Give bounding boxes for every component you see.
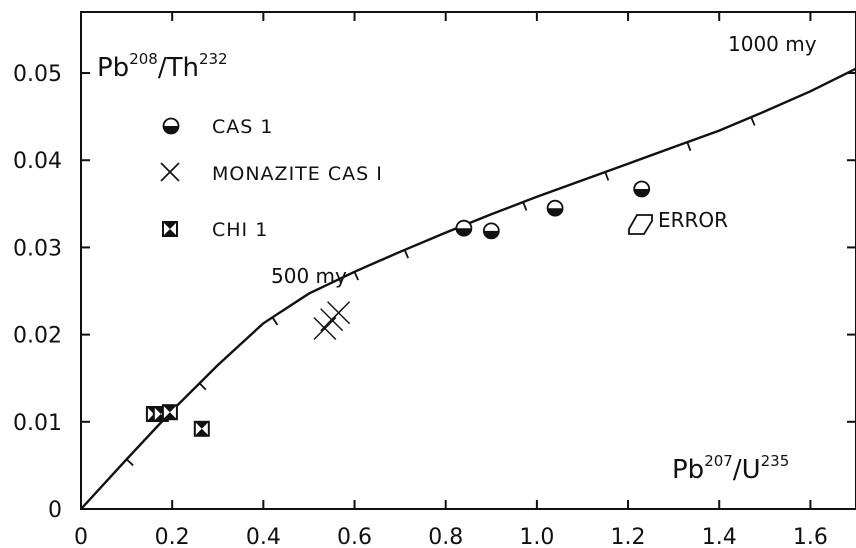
y-tick-label: 0.03 xyxy=(13,236,62,261)
x-tick-label: 1.0 xyxy=(519,525,554,548)
concordia-age-tick xyxy=(271,316,279,326)
x-axis-title-base1: Pb xyxy=(672,455,704,485)
axis-ticks xyxy=(80,12,856,510)
error-symbol xyxy=(628,214,653,235)
crossed-square-point xyxy=(161,404,178,421)
y-axis-title-base2: Th xyxy=(166,53,199,83)
y-tick-label: 0 xyxy=(48,498,62,523)
crossed-square-point xyxy=(193,420,210,437)
x-axis-title: Pb207/U235 xyxy=(672,452,789,485)
y-tick-labels: 0 0.01 0.02 0.03 0.04 0.05 xyxy=(13,62,62,523)
x-tick-label: 1.6 xyxy=(793,525,828,548)
y-axis-title-sup1: 208 xyxy=(129,50,158,68)
y-axis-title: Pb208/Th232 xyxy=(97,50,228,83)
half-filled-circle-point xyxy=(455,219,473,237)
legend-monazite-label: MONAZITE CAS I xyxy=(212,163,383,185)
x-tick-labels: 0 0.2 0.4 0.6 0.8 1.0 1.2 1.4 1.6 xyxy=(74,525,828,548)
x-axis-title-slash: / xyxy=(733,455,742,485)
x-axis-title-sup1: 207 xyxy=(704,452,733,470)
y-tick-label: 0.05 xyxy=(13,62,62,87)
plot-frame xyxy=(80,11,856,510)
concordia-age-tick xyxy=(403,249,409,259)
concordia-age-tick xyxy=(686,141,692,151)
legend-chi1-marker xyxy=(162,221,178,237)
x-tick-label: 0.6 xyxy=(337,525,372,548)
concordia-age-tick xyxy=(198,382,207,391)
concordia-curve xyxy=(80,67,856,510)
legend-monazite-marker xyxy=(160,162,180,182)
y-axis-title-slash: / xyxy=(158,53,167,83)
x-tick-label: 0.8 xyxy=(428,525,463,548)
x-tick-label: 1.2 xyxy=(611,525,646,548)
concordia-age-tick xyxy=(125,458,134,467)
concordia-age-tick xyxy=(353,271,359,281)
x-tick-label: 0 xyxy=(74,525,88,548)
y-tick-label: 0.02 xyxy=(13,324,62,349)
legend-cas1-label: CAS 1 xyxy=(212,116,273,138)
y-tick-label: 0.04 xyxy=(13,149,62,174)
x-axis-title-sup2: 235 xyxy=(761,452,790,470)
error-label: ERROR xyxy=(658,208,728,232)
half-filled-circle-point xyxy=(482,222,500,240)
legend-cas1-marker xyxy=(162,117,180,135)
concordia-age-tick xyxy=(750,116,756,126)
age-label-500: 500 my xyxy=(271,264,347,288)
x-tick-label: 1.4 xyxy=(702,525,737,548)
y-axis-title-sup2: 232 xyxy=(199,50,228,68)
x-tick-label: 0.4 xyxy=(246,525,281,548)
x-tick-label: 0.2 xyxy=(155,525,190,548)
y-axis-title-base1: Pb xyxy=(97,53,129,83)
x-axis-title-base2: U xyxy=(742,455,761,485)
cross-point xyxy=(327,301,351,325)
y-tick-label: 0.01 xyxy=(13,411,62,436)
concordia-curve-group xyxy=(80,67,856,510)
half-filled-circle-point xyxy=(546,199,564,217)
age-label-1000: 1000 my xyxy=(728,32,817,56)
half-filled-circle-point xyxy=(633,180,651,198)
data-points xyxy=(145,180,651,437)
concordia-age-tick xyxy=(604,171,610,181)
legend-chi1-label: CHI 1 xyxy=(212,219,268,241)
concordia-age-tick xyxy=(522,201,528,211)
legend: CAS 1 MONAZITE CAS I CHI 1 xyxy=(160,116,383,241)
